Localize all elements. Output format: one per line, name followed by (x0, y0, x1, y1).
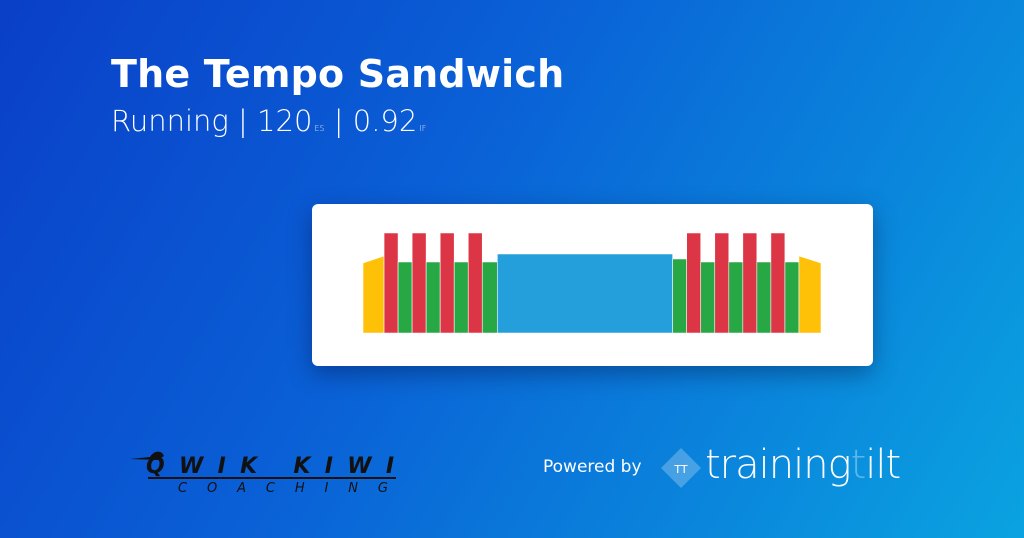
segment-easy (756, 261, 772, 334)
qwik-kiwi-coaching-logo: QWIK KIWI COACHING (130, 451, 396, 494)
segment-hard (770, 232, 786, 334)
segment-easy (728, 261, 744, 334)
svg-text:TT: TT (673, 463, 688, 476)
segment-easy (672, 258, 688, 334)
segment-hard (467, 232, 483, 334)
segment-hard (439, 232, 455, 334)
segment-hard (742, 232, 758, 334)
segment-easy (453, 261, 469, 334)
segment-easy (425, 261, 441, 334)
separator: | (333, 104, 344, 138)
segment-easy (481, 261, 498, 334)
segment-hard (686, 232, 702, 334)
segment-warmup (362, 255, 385, 334)
sport: Running (111, 104, 229, 138)
segment-easy (700, 261, 716, 334)
segment-hard (383, 232, 399, 334)
svg-text:COACHING: COACHING (178, 481, 388, 494)
trainingtilt-logo: trainingtilt (705, 442, 901, 488)
if-value: 0.92 (352, 104, 418, 138)
powered-by-label: Powered by (543, 457, 642, 477)
segment-easy (784, 261, 800, 334)
svg-text:QWIK KIWI: QWIK KIWI (146, 454, 394, 479)
if-unit: IF (419, 124, 427, 133)
workout-subtitle: Running | 120 ES | 0.92 IF (111, 104, 426, 138)
separator: | (238, 104, 248, 138)
workout-title: The Tempo Sandwich (111, 52, 565, 96)
es-unit: ES (314, 124, 325, 133)
es-value: 120 (257, 104, 313, 138)
segment-hard (411, 232, 427, 334)
segment-hard (714, 232, 730, 334)
trainingtilt-diamond-icon: TT (661, 448, 701, 488)
segment-easy (397, 261, 413, 334)
workout-chart (362, 232, 822, 334)
workout-chart-card (312, 204, 873, 366)
segment-warmup (798, 255, 822, 334)
segment-tempo (496, 253, 673, 334)
